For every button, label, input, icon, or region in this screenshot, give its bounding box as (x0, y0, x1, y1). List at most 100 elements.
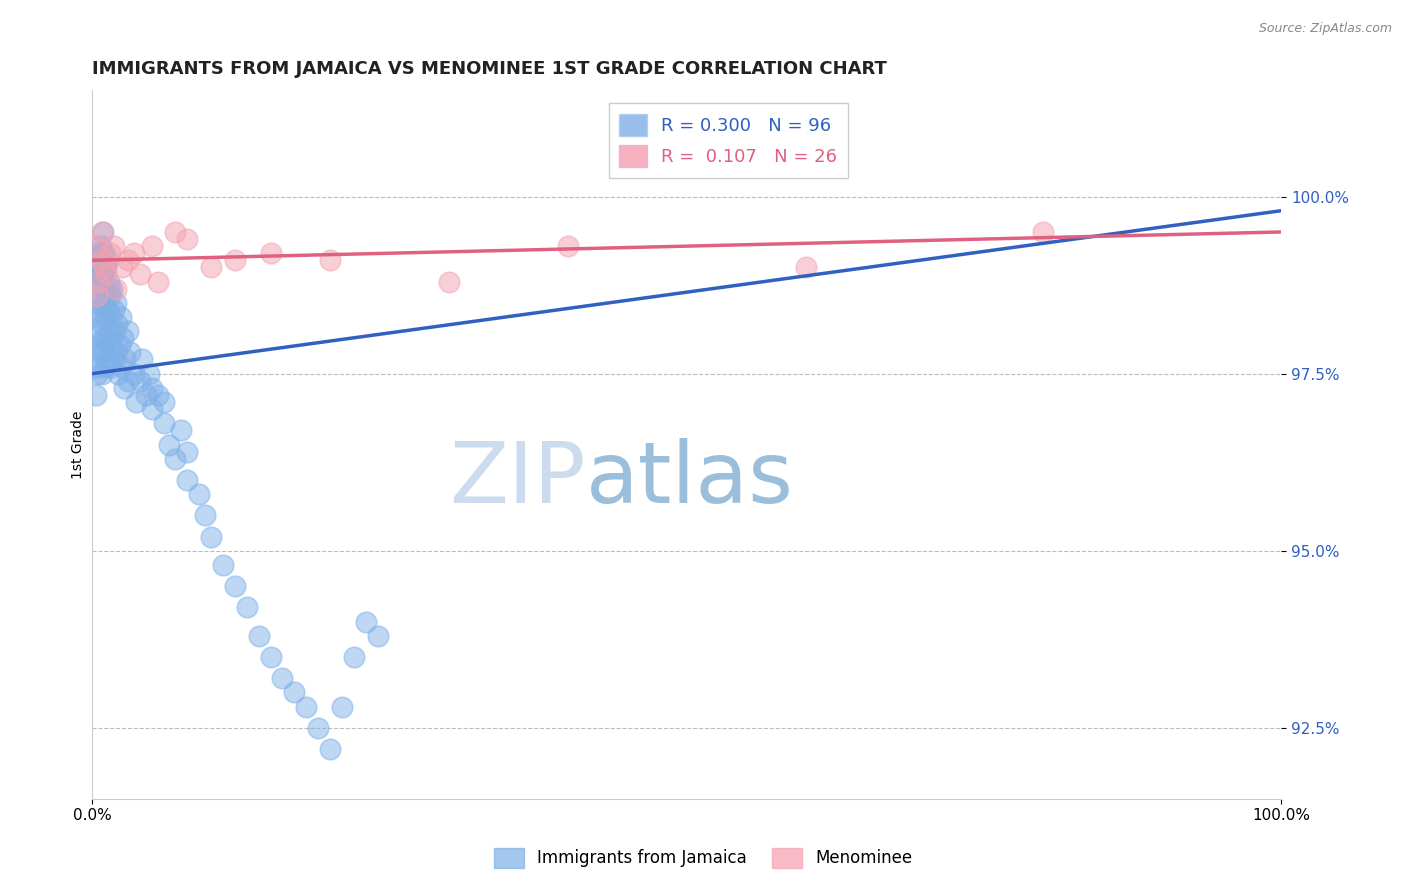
Point (98, 246, 121, 260)
Point (89, 345, 111, 359)
Point (87, 338, 110, 352)
Point (87, 275, 110, 289)
Point (188, 487, 211, 501)
Point (117, 374, 139, 388)
Point (330, 699, 353, 714)
Point (138, 367, 160, 381)
Point (319, 742, 342, 756)
Point (794, 260, 817, 275)
Point (141, 239, 163, 253)
Point (83, 345, 105, 359)
Point (101, 282, 124, 296)
Point (354, 615, 377, 629)
Legend: Immigrants from Jamaica, Menominee: Immigrants from Jamaica, Menominee (486, 841, 920, 875)
Point (110, 310, 132, 324)
Point (437, 275, 460, 289)
Point (128, 268, 150, 282)
Point (100, 359, 122, 374)
Point (259, 650, 281, 665)
Point (367, 629, 389, 643)
Point (98, 282, 121, 296)
Point (97, 302, 120, 317)
Point (146, 388, 169, 402)
Point (212, 558, 235, 572)
Legend: R = 0.300   N = 96, R =  0.107   N = 26: R = 0.300 N = 96, R = 0.107 N = 26 (609, 103, 848, 178)
Point (91, 282, 114, 296)
Point (170, 423, 193, 437)
Point (104, 295, 127, 310)
Point (94, 310, 117, 324)
Point (107, 367, 129, 381)
Point (89, 268, 111, 282)
Text: IMMIGRANTS FROM JAMAICA VS MENOMINEE 1ST GRADE CORRELATION CHART: IMMIGRANTS FROM JAMAICA VS MENOMINEE 1ST… (93, 60, 887, 78)
Point (84, 239, 107, 253)
Point (103, 239, 125, 253)
Point (131, 352, 153, 367)
Point (112, 381, 135, 395)
Text: Source: ZipAtlas.com: Source: ZipAtlas.com (1258, 22, 1392, 36)
Point (146, 275, 169, 289)
Point (152, 395, 174, 409)
Point (93, 345, 115, 359)
Point (343, 650, 366, 665)
Point (122, 367, 145, 381)
Point (90, 367, 112, 381)
Point (94, 359, 117, 374)
Point (84, 388, 107, 402)
Point (122, 246, 145, 260)
Point (295, 699, 318, 714)
Point (101, 331, 124, 345)
Point (86, 289, 108, 303)
Point (97, 352, 120, 367)
Point (104, 345, 127, 359)
Point (86, 367, 108, 381)
Point (84, 295, 107, 310)
Point (141, 381, 163, 395)
Point (89, 260, 111, 275)
Point (165, 451, 187, 466)
Point (89, 302, 111, 317)
Point (93, 246, 115, 260)
Point (105, 317, 128, 331)
Point (283, 685, 305, 699)
Point (104, 324, 127, 338)
Point (152, 417, 174, 431)
Point (557, 239, 579, 253)
Point (176, 473, 198, 487)
Point (200, 530, 222, 544)
Point (96, 260, 118, 275)
Y-axis label: 1st Grade: 1st Grade (72, 410, 86, 479)
Point (93, 295, 115, 310)
Point (200, 260, 222, 275)
Point (97, 275, 120, 289)
Point (100, 310, 122, 324)
Point (98, 338, 121, 352)
Point (224, 579, 246, 593)
Point (87, 246, 110, 260)
Point (307, 721, 329, 735)
Point (90, 317, 112, 331)
Point (224, 253, 246, 268)
Point (94, 260, 117, 275)
Point (159, 437, 181, 451)
Point (108, 338, 131, 352)
Point (194, 508, 217, 523)
Point (97, 324, 120, 338)
Point (247, 629, 270, 643)
Point (86, 324, 108, 338)
Point (87, 275, 110, 289)
Point (96, 331, 118, 345)
Point (176, 444, 198, 458)
Point (111, 359, 134, 374)
Point (111, 260, 134, 275)
Point (86, 268, 108, 282)
Point (271, 671, 294, 685)
Point (165, 225, 187, 239)
Point (96, 268, 118, 282)
Point (97, 253, 120, 268)
Point (89, 253, 111, 268)
Point (112, 331, 135, 345)
Point (1032, 225, 1054, 239)
Point (93, 295, 115, 310)
Point (93, 260, 115, 275)
